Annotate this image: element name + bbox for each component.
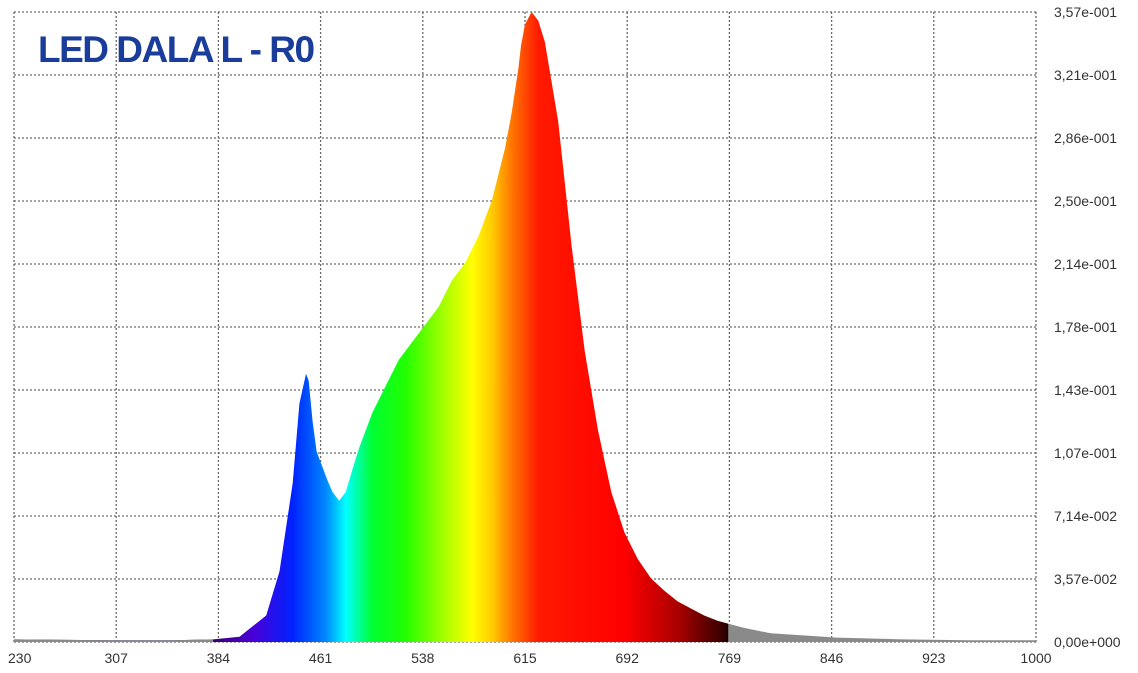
y-tick-label: 7,14e-002 bbox=[1054, 508, 1117, 524]
x-tick-label: 461 bbox=[309, 650, 333, 666]
x-tick-label: 769 bbox=[718, 650, 742, 666]
y-tick-label: 3,57e-002 bbox=[1054, 571, 1117, 587]
chart-title: LED DALA L - R0 bbox=[38, 29, 314, 70]
y-axis-ticks: 0,00e+000 3,57e-002 7,14e-002 1,07e-001 1,43… bbox=[1054, 4, 1121, 650]
x-tick-label: 307 bbox=[105, 650, 129, 666]
y-tick-label: 2,14e-001 bbox=[1054, 256, 1117, 272]
x-tick-label: 846 bbox=[820, 650, 844, 666]
spectrum-curve bbox=[14, 12, 1036, 642]
y-tick-label: 3,21e-001 bbox=[1054, 67, 1117, 83]
y-tick-label: 2,50e-001 bbox=[1054, 193, 1117, 209]
y-tick-label: 2,86e-001 bbox=[1054, 130, 1117, 146]
x-tick-label: 1000 bbox=[1020, 650, 1051, 666]
y-tick-label: 0,00e+000 bbox=[1054, 634, 1121, 650]
x-tick-label: 615 bbox=[513, 650, 537, 666]
spectrum-curve-uv bbox=[14, 639, 214, 642]
x-tick-label: 384 bbox=[207, 650, 231, 666]
x-tick-label: 538 bbox=[411, 650, 435, 666]
y-tick-label: 1,07e-001 bbox=[1054, 445, 1117, 461]
y-tick-label: 1,43e-001 bbox=[1054, 382, 1117, 398]
y-tick-label: 1,78e-001 bbox=[1054, 319, 1117, 335]
x-tick-label: 923 bbox=[922, 650, 946, 666]
y-tick-label: 3,57e-001 bbox=[1054, 4, 1117, 20]
spectrum-area bbox=[14, 12, 1036, 642]
x-axis-ticks: 230 307 384 461 538 615 692 769 846 923 1000 bbox=[8, 650, 1052, 666]
x-tick-label: 230 bbox=[8, 650, 32, 666]
x-tick-label: 692 bbox=[616, 650, 640, 666]
